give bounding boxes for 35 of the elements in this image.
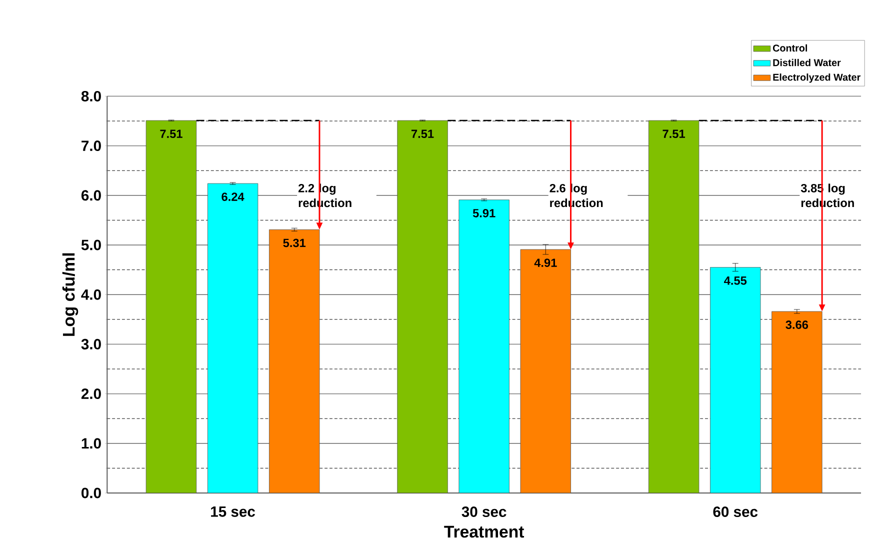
bar: [458, 199, 510, 493]
y-tick-label: 3.0: [81, 338, 101, 350]
bar: [397, 120, 448, 493]
y-tick-label: 1.0: [82, 438, 101, 448]
data-label: 5.31: [283, 238, 306, 247]
bar: [772, 311, 822, 493]
bar: [146, 120, 197, 493]
y-tick-label: 7.0: [82, 140, 101, 151]
data-label: 6.24: [222, 192, 244, 201]
x-tick-label: 30 sec: [462, 506, 506, 517]
y-tick-label: 0.0: [82, 488, 101, 498]
y-tick-label: 8.0: [81, 90, 101, 102]
legend-label: Distilled Water: [773, 58, 841, 66]
x-axis-title: Treatment: [444, 526, 524, 538]
bar: [207, 183, 258, 493]
legend-label: Electrolyzed Water: [773, 73, 860, 82]
y-axis-title: Log cfu/ml: [62, 253, 78, 336]
bar: [710, 266, 761, 493]
y-tick-label: 6.0: [81, 190, 101, 200]
data-label: 7.51: [160, 130, 182, 138]
data-label: 5.91: [472, 208, 496, 218]
data-label: 4.91: [534, 258, 557, 267]
y-tick-label: 5.0: [81, 240, 101, 250]
bar: [269, 229, 320, 493]
y-tick-label: 4.0: [81, 289, 101, 300]
data-label: 3.66: [786, 320, 808, 329]
data-label: 7.51: [662, 130, 686, 138]
data-label: 7.51: [411, 130, 434, 138]
legend-label: Control: [772, 44, 808, 52]
x-tick-label: 15 sec: [211, 506, 255, 517]
bar: [648, 120, 700, 493]
data-label: 4.55: [724, 276, 747, 285]
x-tick-label: 60 sec: [713, 506, 758, 517]
y-tick-label: 2.0: [81, 388, 101, 399]
bar: [520, 249, 571, 493]
